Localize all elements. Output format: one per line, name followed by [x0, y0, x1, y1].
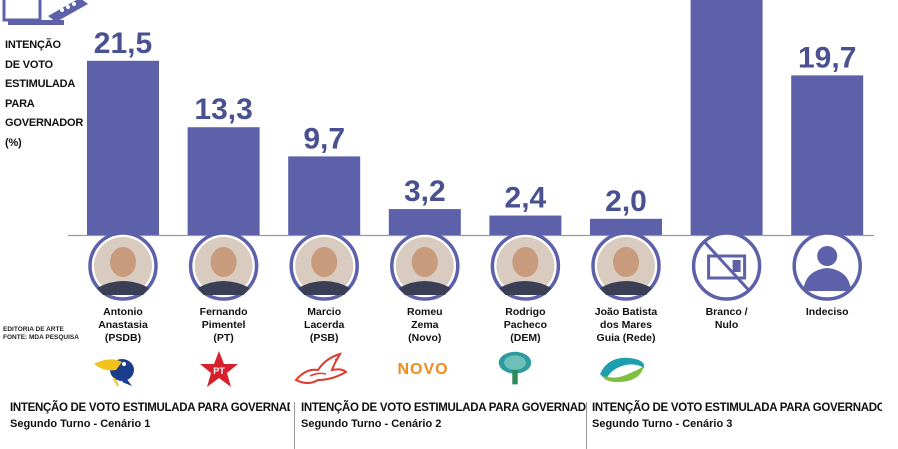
bar: [187, 127, 260, 235]
portrait-suit: [398, 281, 451, 295]
ballot-box-icon: [2, 0, 88, 25]
panel-divider: [294, 402, 295, 449]
portrait-suit: [97, 281, 149, 295]
panel-scenario-1: INTENÇÃO DE VOTO ESTIMULADA PARA GOVERNA…: [10, 398, 290, 449]
panel-divider: [586, 402, 587, 449]
bar-value-label: 3,2: [404, 175, 446, 208]
bar: [690, 0, 763, 235]
candidate-label: (PSDB): [105, 332, 141, 344]
portrait-suit: [600, 281, 652, 295]
credit-editoria: EDITORIA DE ARTE: [3, 326, 64, 333]
panel-title: INTENÇÃO DE VOTO ESTIMULADA PARA GOVERNA…: [592, 402, 882, 414]
ballot-box-icon: [707, 254, 747, 280]
candidate-label: Zema: [411, 319, 439, 331]
bar-value-label: 9,7: [303, 122, 345, 155]
portrait-suit: [499, 281, 552, 295]
panel-subtitle: Segundo Turno - Cenário 1: [10, 418, 151, 430]
novo-logo: NOVO: [397, 361, 448, 378]
bar: [489, 215, 562, 235]
bar: [87, 60, 159, 235]
portrait-face: [110, 247, 136, 277]
candidate-label: Branco /: [706, 306, 748, 318]
person-silhouette-icon: [817, 246, 838, 266]
candidate-label: Indeciso: [806, 306, 849, 318]
candidate-label: Antonio: [103, 306, 143, 318]
bar-value-label: 13,3: [194, 93, 252, 126]
rede-logo: [600, 357, 645, 382]
credit-source: FONTE: MDA PESQUISA: [3, 334, 79, 341]
portrait-face: [311, 247, 338, 277]
credits: EDITORIA DE ARTE FONTE: MDA PESQUISA: [3, 326, 79, 342]
person-body-icon: [803, 268, 852, 291]
cross-out-icon: [703, 240, 750, 292]
candidate-label: Romeu: [407, 306, 443, 318]
candidate-label: Lacerda: [304, 319, 344, 331]
candidate-label: (Novo): [408, 332, 441, 344]
toucan-logo: [94, 359, 134, 387]
candidate-label: Pimentel: [202, 319, 246, 331]
bar: [388, 209, 461, 235]
candidate-label: Fernando: [200, 306, 248, 318]
pt-star-logo: PT: [200, 351, 238, 387]
second-round-panels: INTENÇÃO DE VOTO ESTIMULADA PARA GOVERNA…: [0, 398, 898, 449]
portrait-face: [613, 247, 639, 277]
candidate-label: Marcio: [307, 306, 341, 318]
panel-scenario-3: INTENÇÃO DE VOTO ESTIMULADA PARA GOVERNA…: [592, 398, 882, 449]
bar: [791, 75, 864, 236]
panel-scenario-2: INTENÇÃO DE VOTO ESTIMULADA PARA GOVERNA…: [301, 398, 586, 449]
bar-value-label: 21,5: [94, 27, 152, 60]
candidate-label: Guia (Rede): [597, 332, 656, 344]
portrait-face: [411, 247, 438, 277]
bar-value-label: 2,4: [505, 182, 547, 215]
portrait-face: [210, 247, 237, 277]
panel-title: INTENÇÃO DE VOTO ESTIMULADA PARA GOVERNA…: [301, 402, 586, 414]
panel-title: INTENÇÃO DE VOTO ESTIMULADA PARA GOVERNA…: [10, 402, 290, 414]
candidate-label: dos Mares: [600, 319, 652, 331]
ballot-keypad-icon: [732, 260, 741, 272]
panel-subtitle: Segundo Turno - Cenário 2: [301, 418, 442, 430]
candidate-label: Pacheco: [504, 319, 547, 331]
dove-logo: [294, 352, 348, 384]
portrait-suit: [298, 281, 351, 295]
candidate-label: Rodrigo: [505, 306, 545, 318]
bar-value-label: 19,7: [798, 41, 856, 74]
bar-value-label: 2,0: [605, 185, 647, 218]
candidate-label: Anastasia: [98, 319, 148, 331]
candidate-label: (PT): [213, 332, 233, 344]
chart-side-title: INTENÇÃO DE VOTO ESTIMULADA PARA GOVERNA…: [5, 39, 84, 149]
novo-logo-text: NOVO: [397, 361, 448, 378]
portrait-face: [512, 247, 539, 277]
candidate-label: João Batista: [595, 306, 658, 318]
tree-logo: [498, 351, 532, 385]
pt-logo-text: PT: [213, 366, 225, 376]
panel-subtitle: Segundo Turno - Cenário 3: [592, 418, 733, 430]
candidate-label: Nulo: [715, 319, 738, 331]
bar: [288, 156, 361, 235]
candidate-label: (DEM): [510, 332, 540, 344]
bar: [590, 218, 662, 235]
portrait-suit: [197, 281, 250, 295]
candidate-label: (PSB): [310, 332, 339, 344]
